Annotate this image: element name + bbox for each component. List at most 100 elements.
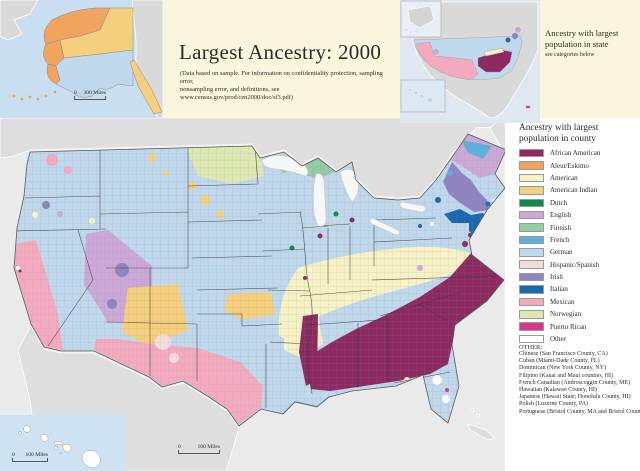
legend-swatch (519, 272, 544, 282)
alaska-foreign-land (0, 0, 163, 118)
subtitle-line: (Data based on sample. For information o… (180, 70, 383, 85)
bahamas-island (475, 413, 480, 418)
other-entry: Portuguese (Bristol County, MA and Brist… (519, 408, 640, 415)
cuba-landmass (467, 423, 496, 441)
other-entry: Filipino (Kauai and Maui counties, HI) (519, 372, 613, 379)
new-york-state (505, 37, 511, 43)
legend-swatch (519, 148, 544, 158)
legend-item: Mexican (519, 296, 600, 308)
other-entry: Hawaiian (Kalawao County, HI) (519, 387, 597, 394)
legend-swatch (519, 260, 544, 269)
legend-item: Other (519, 333, 600, 345)
alaska-southcentral-region (55, 49, 134, 98)
state-inset-note: see categories below (545, 52, 595, 58)
great-lakes (261, 155, 426, 236)
legend-item: African American (519, 147, 600, 159)
scalebar-line (178, 450, 220, 454)
state-inset-heading: Ancestry with largest population in stat… (545, 28, 619, 49)
legend-swatch (519, 310, 544, 319)
legend-label: Aleut/Eskimo (550, 161, 589, 170)
title-panel: Largest Ancestry: 2000 (Data based on sa… (163, 0, 400, 118)
legend-item: German (519, 246, 600, 258)
legend-label: English (550, 211, 572, 220)
alaska-inset: 0 300 Miles (0, 0, 163, 118)
hawaii-scalebar: 0 100 Miles (12, 452, 48, 462)
alaska-map (0, 0, 163, 118)
legend-swatch (519, 322, 544, 331)
other-entry: Chinese (San Francisco County, CA) (519, 351, 608, 357)
legend-swatch (519, 285, 544, 294)
scale-distance: 300 Miles (83, 90, 106, 96)
legend-swatch (519, 161, 544, 170)
mini-alaska-box (400, 0, 442, 38)
legend-item: Dutch (519, 197, 600, 209)
legend-swatch (519, 223, 544, 232)
lake-michigan (313, 173, 327, 227)
alaska-panhandle-region (129, 59, 163, 115)
other-entry: Cuban (Miami-Dade County, FL) (519, 358, 600, 365)
legend-item: Puerto Rican (519, 320, 600, 332)
russia-landmass (0, 0, 39, 41)
kauai-island (23, 425, 31, 433)
other-entry: Japanese (Hawaii State; Honolulu County,… (519, 394, 631, 401)
legend-label: German (550, 248, 573, 257)
hawaii-big-island (81, 450, 101, 469)
mini-hawaii-box (400, 79, 446, 113)
legend-label: French (550, 235, 570, 244)
legend-swatch (519, 248, 544, 257)
county-legend-panel: Ancestry with largest population in coun… (505, 118, 640, 471)
puerto-rico-mini (525, 105, 531, 109)
legend-label: Norwegian (550, 310, 582, 319)
state-level-inset-map (400, 0, 540, 123)
main-map-scalebar: 0 100 Miles (178, 444, 220, 454)
county-legend-title: Ancestry with largest population in coun… (519, 123, 599, 144)
other-heading: OTHER: (519, 344, 543, 351)
legend-item: Irish (519, 271, 600, 283)
state-map (400, 0, 540, 123)
page-title: Largest Ancestry: 2000 (179, 40, 382, 64)
scale-distance: 100 Miles (25, 452, 48, 458)
legend-label: Hispanic/Spanish (550, 260, 599, 269)
niihau-island (18, 431, 22, 435)
legend-label: Other (550, 335, 566, 344)
legend-swatch (519, 186, 544, 195)
legend-item: Italian (519, 283, 600, 295)
mini-alaska-shape (407, 5, 435, 29)
legend-swatch (519, 210, 544, 220)
southwest-states (415, 41, 479, 81)
bahamas-island (469, 407, 474, 412)
aleutian-islands (12, 90, 57, 101)
other-entry: French Canadian (Androscoggin County, ME… (519, 379, 631, 386)
other-entry: Dominican (New York County, NY) (519, 365, 606, 372)
scale-zero: 0 (178, 444, 181, 450)
maine-state (515, 27, 521, 33)
subtitle-line: nonsampling error, and definitions, see … (180, 86, 293, 101)
scale-distance: 100 Miles (197, 444, 220, 450)
lake-ontario (399, 201, 426, 213)
other-list: Chinese (San Francisco County, CA) Cuban … (519, 351, 640, 416)
other-ancestries-block: OTHER: Chinese (San Francisco County, CA… (519, 344, 640, 416)
state-borders (14, 145, 501, 408)
legend-label: Finnish (550, 223, 572, 232)
scale-zero: 0 (74, 90, 77, 96)
hawaii-inset: 0 100 Miles (0, 415, 126, 471)
oahu-island (40, 434, 49, 443)
legend-item: Finnish (519, 221, 600, 233)
state-inset-caption: Ancestry with largest population in stat… (540, 0, 640, 118)
legend-item: Norwegian (519, 308, 600, 320)
alaska-scalebar: 0 300 Miles (74, 90, 106, 100)
other-entry: Polish (Luzerne County, PA) (519, 401, 589, 408)
legend-swatch (519, 173, 544, 183)
legend-item: American (519, 172, 600, 184)
canada-landmass (131, 0, 163, 118)
scale-zero: 0 (12, 452, 15, 458)
hawaii-map (0, 415, 126, 471)
legend-item: French (519, 234, 600, 246)
page-subtitle: (Data based on sample. For information o… (180, 70, 390, 102)
legend-item: Aleut/Eskimo (519, 159, 600, 171)
legend-label: Irish (550, 273, 563, 282)
legend-item: English (519, 209, 600, 221)
maui-island (62, 444, 72, 453)
lake-huron (339, 169, 359, 203)
